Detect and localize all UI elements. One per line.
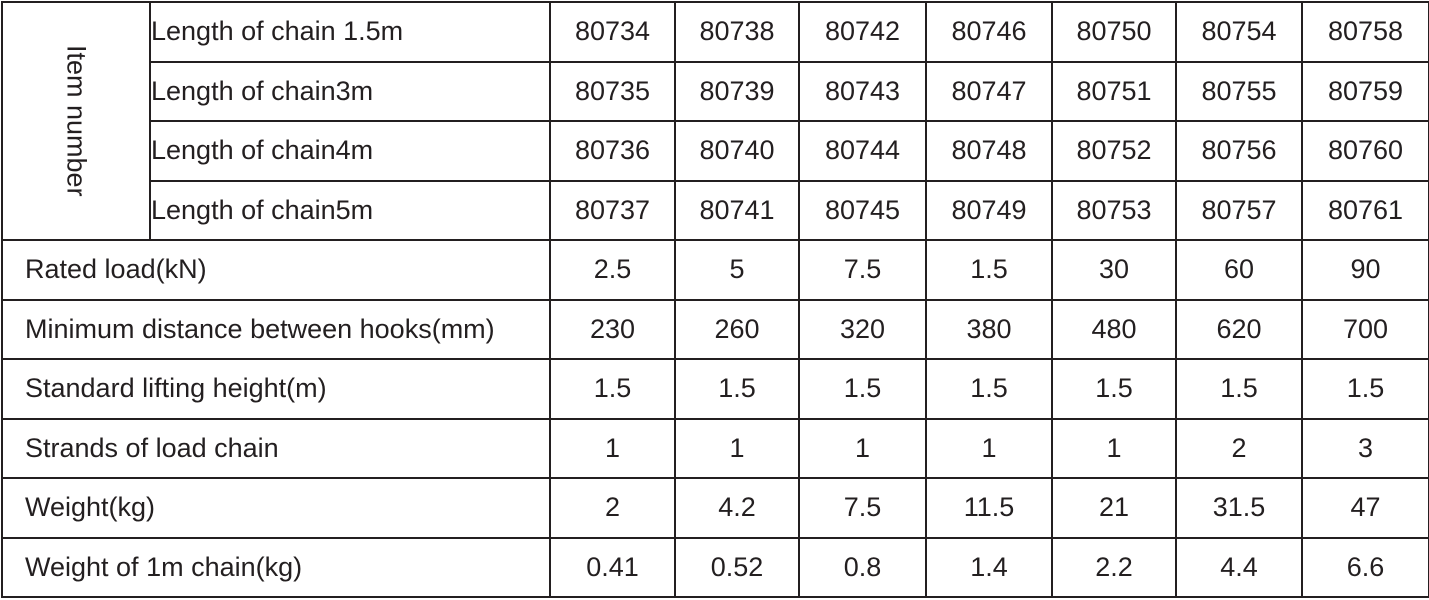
cell: 1: [798, 417, 927, 479]
row-label: Length of chain4m: [149, 120, 551, 182]
cell: 2.2: [1051, 536, 1177, 598]
row-label: Length of chain 1.5m: [149, 1, 551, 63]
row-label: Minimum distance between hooks(mm): [1, 298, 551, 360]
item-row: Length of chain4m 80736 80740 80744 80748 807…: [2, 120, 1429, 182]
cell: 1.4: [925, 536, 1053, 598]
spec-row: Minimum distance between hooks(mm) 230 260…: [1, 298, 1429, 360]
cell: 7.5: [798, 477, 927, 539]
cell: 80758: [1301, 1, 1429, 63]
cell: 0.41: [549, 536, 676, 598]
cell: 80752: [1051, 120, 1177, 182]
cell: 80742: [798, 1, 927, 63]
cell: 80754: [1175, 1, 1303, 63]
item-row: Length of chain5m 80737 80741 80745 80749 807…: [2, 179, 1429, 241]
cell: 30: [1051, 239, 1177, 301]
cell: 80757: [1175, 179, 1303, 241]
cell: 700: [1301, 298, 1429, 360]
cell: 4.4: [1175, 536, 1303, 598]
cell: 2: [549, 477, 676, 539]
cell: 3: [1301, 417, 1429, 479]
cell: 80760: [1301, 120, 1429, 182]
cell: 6.6: [1301, 536, 1429, 598]
cell: 80744: [798, 120, 927, 182]
cell: 80751: [1051, 60, 1177, 122]
cell: 480: [1051, 298, 1177, 360]
cell: 1.5: [925, 358, 1053, 420]
cell: 80755: [1175, 60, 1303, 122]
cell: 1.5: [1175, 358, 1303, 420]
cell: 80737: [549, 179, 676, 241]
cell: 620: [1175, 298, 1303, 360]
cell: 80734: [549, 1, 676, 63]
cell: 80741: [674, 179, 800, 241]
cell: 80736: [549, 120, 676, 182]
cell: 80749: [925, 179, 1053, 241]
cell: 80745: [798, 179, 927, 241]
cell: 90: [1301, 239, 1429, 301]
row-label: Rated load(kN): [1, 239, 551, 301]
cell: 80740: [674, 120, 800, 182]
cell: 80759: [1301, 60, 1429, 122]
cell: 60: [1175, 239, 1303, 301]
cell: 31.5: [1175, 477, 1303, 539]
cell: 1.5: [549, 358, 676, 420]
cell: 230: [549, 298, 676, 360]
item-number-cell: Item number: [1, 1, 151, 241]
spec-row: Strands of load chain 1 1 1 1 1 2 3: [1, 417, 1429, 479]
cell: 1.5: [798, 358, 927, 420]
cell: 0.52: [674, 536, 800, 598]
cell: 1: [1051, 417, 1177, 479]
item-row: Item number Length of chain 1.5m 80734 8073…: [1, 1, 1429, 241]
spec-row: Weight of 1m chain(kg) 0.41 0.52 0.8 1.4 2.2 4…: [1, 536, 1429, 598]
row-label: Length of chain3m: [149, 60, 551, 122]
cell: 1.5: [1301, 358, 1429, 420]
cell: 1.5: [1051, 358, 1177, 420]
cell: 260: [674, 298, 800, 360]
item-number-label: Item number: [61, 45, 92, 197]
row-label: Strands of load chain: [1, 417, 551, 479]
cell: 80739: [674, 60, 800, 122]
cell: 7.5: [798, 239, 927, 301]
cell: 80735: [549, 60, 676, 122]
cell: 1: [549, 417, 676, 479]
row-label: Weight(kg): [1, 477, 551, 539]
cell: 380: [925, 298, 1053, 360]
cell: 5: [674, 239, 800, 301]
row-label: Weight of 1m chain(kg): [1, 536, 551, 598]
cell: 80756: [1175, 120, 1303, 182]
item-row: Length of chain3m 80735 80739 80743 80747 807…: [2, 60, 1429, 122]
cell: 11.5: [925, 477, 1053, 539]
cell: 1: [925, 417, 1053, 479]
cell: 0.8: [798, 536, 927, 598]
cell: 2.5: [549, 239, 676, 301]
spec-row: Rated load(kN) 2.5 5 7.5 1.5 30 60 90: [1, 239, 1429, 301]
cell: 80747: [925, 60, 1053, 122]
cell: 1.5: [925, 239, 1053, 301]
cell: 80753: [1051, 179, 1177, 241]
cell: 80738: [674, 1, 800, 63]
cell: 80750: [1051, 1, 1177, 63]
cell: 80761: [1301, 179, 1429, 241]
cell: 4.2: [674, 477, 800, 539]
cell: 80748: [925, 120, 1053, 182]
row-label: Standard lifting height(m): [1, 358, 551, 420]
row-label: Length of chain5m: [149, 179, 551, 241]
cell: 2: [1175, 417, 1303, 479]
cell: 1: [674, 417, 800, 479]
cell: 80743: [798, 60, 927, 122]
cell: 21: [1051, 477, 1177, 539]
cell: 1.5: [674, 358, 800, 420]
spec-row: Standard lifting height(m) 1.5 1.5 1.5 1.5 1.…: [1, 358, 1429, 420]
cell: 320: [798, 298, 927, 360]
cell: 80746: [925, 1, 1053, 63]
spec-row: Weight(kg) 2 4.2 7.5 11.5 21 31.5 47: [1, 477, 1429, 539]
cell: 47: [1301, 477, 1429, 539]
